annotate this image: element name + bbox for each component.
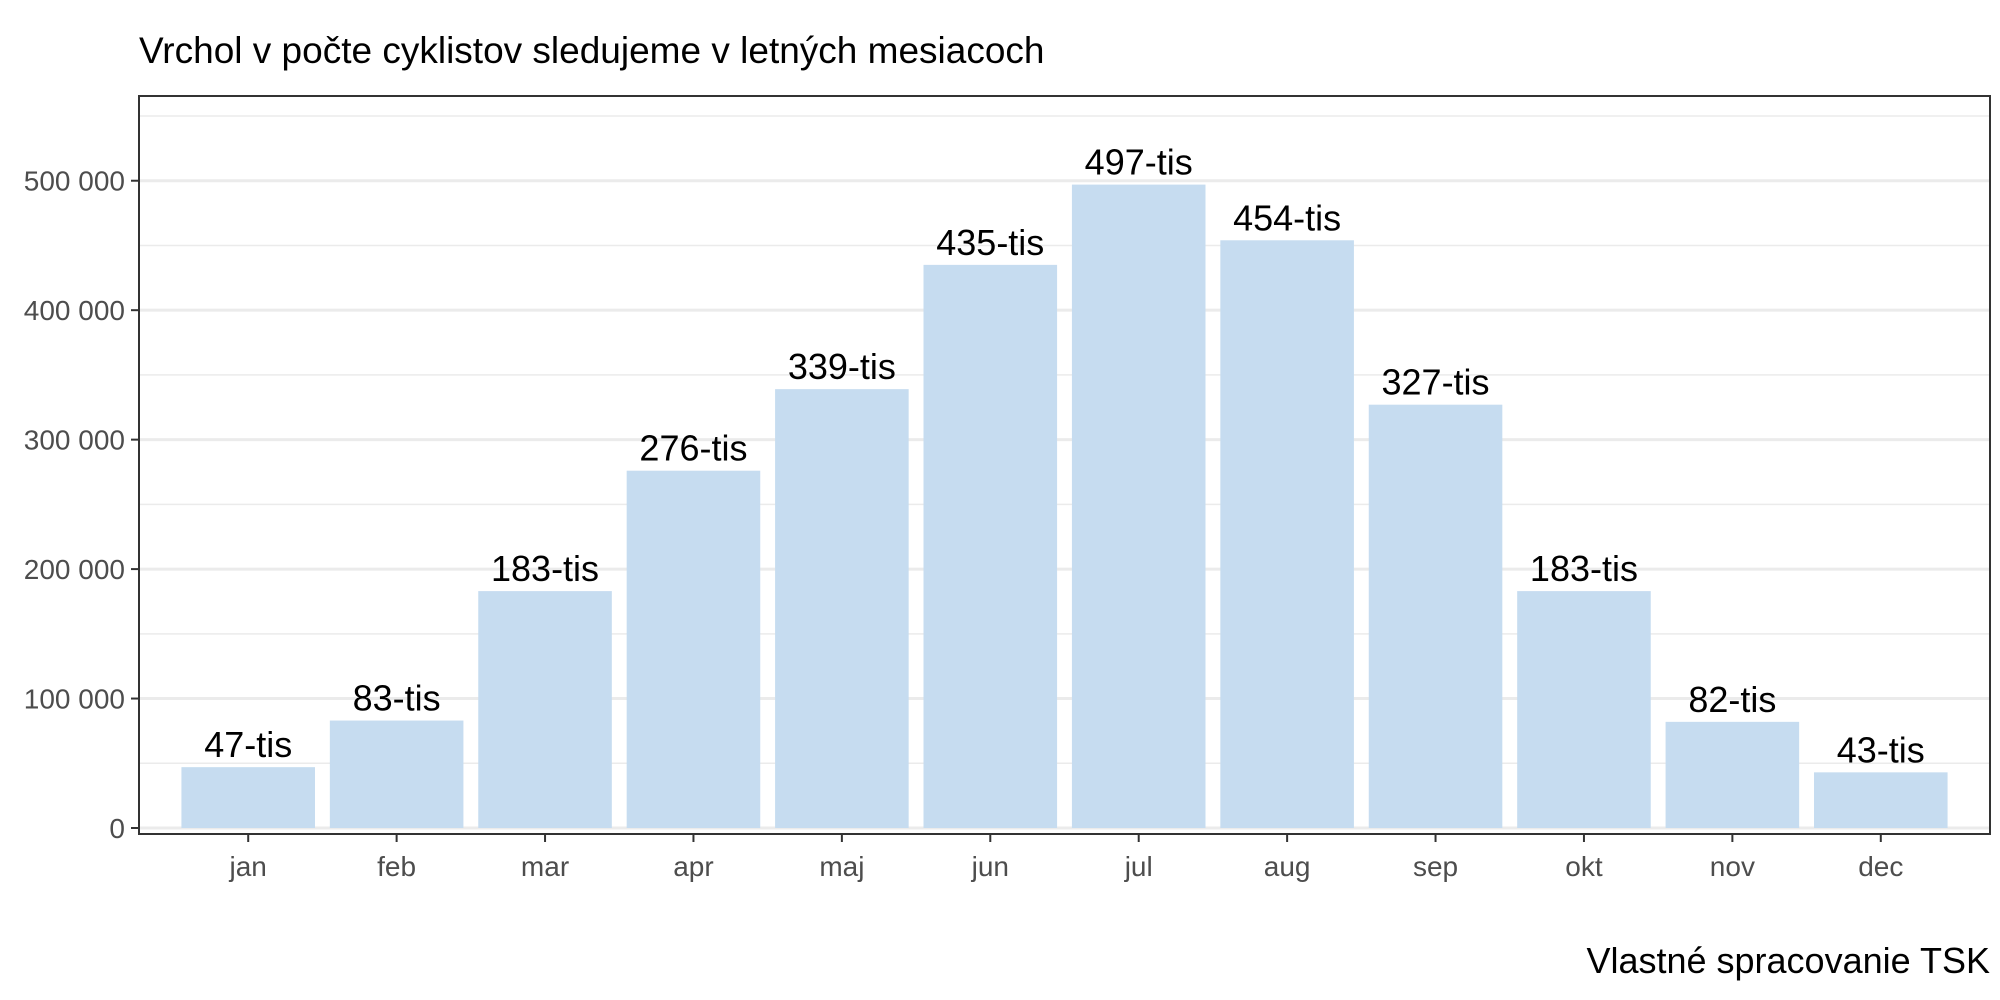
y-tick-label: 500 000 <box>24 166 125 197</box>
x-tick-label-nov: nov <box>1710 851 1755 882</box>
x-tick-label-dec: dec <box>1858 851 1903 882</box>
x-tick-label-feb: feb <box>377 851 416 882</box>
data-label-apr: 276-tis <box>639 428 747 469</box>
x-tick-label-aug: aug <box>1264 851 1311 882</box>
data-label-okt: 183-tis <box>1530 548 1638 589</box>
x-tick-label-jan: jan <box>229 851 267 882</box>
x-tick-label-jul: jul <box>1124 851 1153 882</box>
bar-jun <box>923 264 1058 828</box>
chart-title: Vrchol v počte cyklistov sledujeme v let… <box>139 30 1045 71</box>
bar-jan <box>181 767 315 828</box>
bar-feb <box>329 720 464 828</box>
bar-aug <box>1220 240 1354 828</box>
y-tick-label: 100 000 <box>24 684 125 715</box>
bar-jul <box>1071 184 1206 829</box>
data-label-jul: 497-tis <box>1085 142 1193 183</box>
x-tick-label-jun: jun <box>971 851 1009 882</box>
data-label-jan: 47-tis <box>204 724 292 765</box>
data-label-dec: 43-tis <box>1837 729 1925 770</box>
data-label-mar: 183-tis <box>491 548 599 589</box>
panel-border <box>138 95 1991 835</box>
bars <box>181 184 1948 829</box>
bar-mar <box>478 591 612 828</box>
data-label-jun: 435-tis <box>936 222 1044 263</box>
bar-apr <box>626 470 761 828</box>
x-tick-label-mar: mar <box>521 851 569 882</box>
data-label-nov: 82-tis <box>1688 679 1776 720</box>
bar-nov <box>1665 721 1800 828</box>
data-label-aug: 454-tis <box>1233 197 1341 238</box>
data-labels: 47-tis 83-tis 183-tis 276-tis 339-tis 435-tis… <box>204 142 1925 771</box>
bar-okt <box>1517 591 1651 828</box>
y-tick-label: 400 000 <box>24 295 125 326</box>
bar-dec <box>1814 772 1948 828</box>
bar-sep <box>1368 404 1503 828</box>
bar-maj <box>775 389 909 828</box>
x-tick-label-okt: okt <box>1565 851 1603 882</box>
y-tick-label: 300 000 <box>24 425 125 456</box>
y-tick-label: 200 000 <box>24 554 125 585</box>
y-tick-label: 0 <box>109 813 125 844</box>
x-tick-label-sep: sep <box>1413 851 1458 882</box>
x-tick-label-maj: maj <box>819 851 864 882</box>
x-tick-label-apr: apr <box>673 851 713 882</box>
data-label-maj: 339-tis <box>788 346 896 387</box>
data-label-sep: 327-tis <box>1382 362 1490 403</box>
chart-caption: Vlastné spracovanie TSK <box>1586 940 1990 981</box>
axes: 0 100 000 200 000 300 000 400 000 500 000 jan f… <box>24 95 1991 882</box>
data-label-feb: 83-tis <box>353 678 441 719</box>
